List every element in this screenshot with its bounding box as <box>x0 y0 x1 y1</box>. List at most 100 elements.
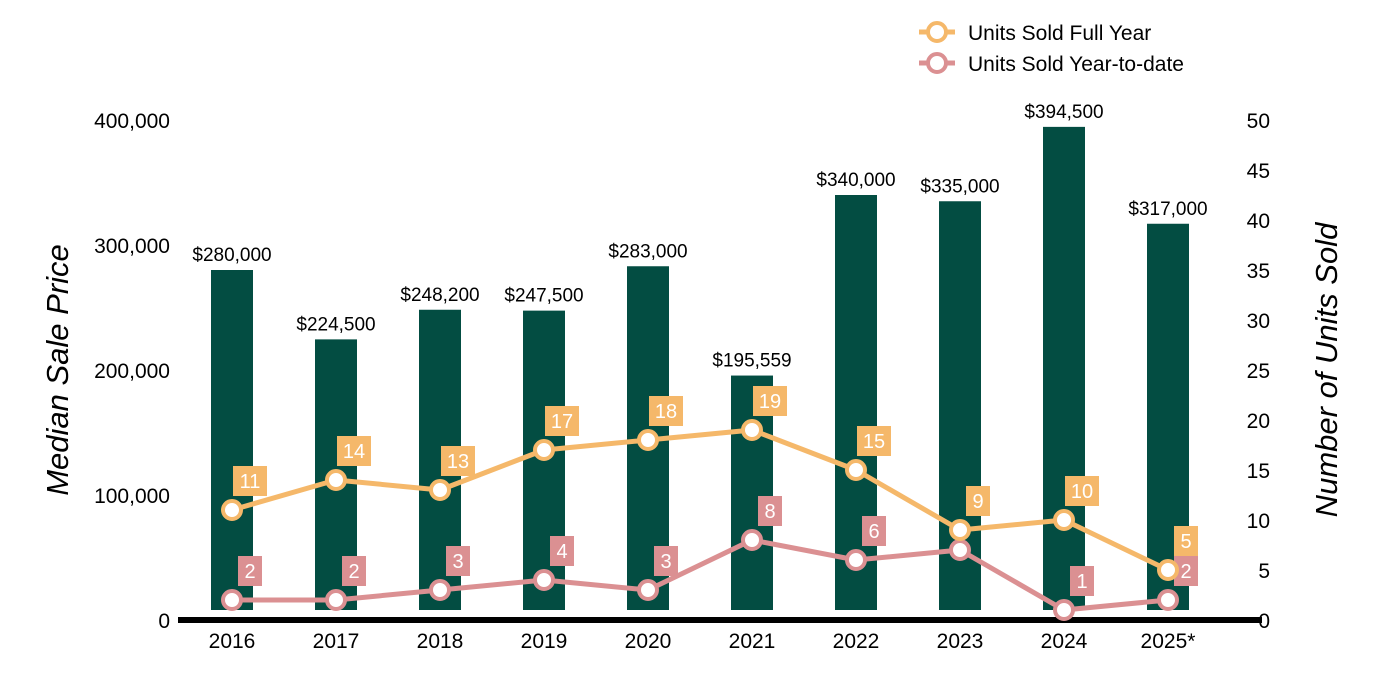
units-ytd-point <box>845 549 867 571</box>
units-ytd-value-label: 6 <box>868 521 879 543</box>
units-full-year-value-label: 13 <box>447 451 469 473</box>
units-ytd-label-box <box>446 546 470 576</box>
units-full-year-point <box>949 519 971 541</box>
x-axis-tick-label: 2023 <box>937 630 984 653</box>
bar-value-label: $317,000 <box>1128 199 1207 220</box>
units-ytd-value-label: 3 <box>660 551 671 573</box>
x-axis-tick-label: 2021 <box>729 630 776 653</box>
left-axis-tick-label: 100,000 <box>94 485 170 508</box>
bar <box>211 270 253 610</box>
units-full-year-value-label: 11 <box>240 471 261 493</box>
units-ytd-point <box>221 589 243 611</box>
units-full-year-value-label: 5 <box>1180 531 1191 553</box>
units-full-year-label-box <box>1174 526 1198 556</box>
bar-value-label: $247,500 <box>504 286 583 307</box>
right-axis-tick-label: 35 <box>1247 260 1270 283</box>
bar-value-label: $280,000 <box>192 245 271 266</box>
units-ytd-value-label: 2 <box>1180 561 1191 583</box>
units-full-year-label-box <box>441 446 475 476</box>
units-full-year-point <box>845 459 867 481</box>
left-axis-tick-label: 200,000 <box>94 360 170 383</box>
units-ytd-label-box <box>238 556 262 586</box>
units-ytd-label-box <box>758 496 782 526</box>
units-ytd-value-label: 1 <box>1076 571 1087 593</box>
left-axis-tick-label: 0 <box>158 610 170 633</box>
bar-value-label: $394,500 <box>1024 102 1103 123</box>
right-axis-tick-label: 25 <box>1247 360 1270 383</box>
units-full-year-point <box>325 469 347 491</box>
units-full-year-value-label: 19 <box>759 391 781 413</box>
units-full-year-point <box>741 419 763 441</box>
units-full-year-point <box>1157 559 1179 581</box>
x-axis-tick-label: 2016 <box>209 630 256 653</box>
units-ytd-value-label: 2 <box>348 561 359 583</box>
units-ytd-point <box>741 529 763 551</box>
units-full-year-label-box <box>337 436 371 466</box>
units-ytd-point <box>533 569 555 591</box>
units-ytd-value-label: 4 <box>556 541 567 563</box>
left-axis-title: Median Sale Price <box>40 244 75 496</box>
units-ytd-label-box <box>1070 566 1094 596</box>
units-ytd-value-label: 3 <box>452 551 463 573</box>
legend-marker <box>926 52 948 74</box>
x-axis-tick-label: 2018 <box>417 630 464 653</box>
bar-value-label: $224,500 <box>296 314 375 335</box>
units-full-year-label-box <box>545 406 579 436</box>
right-axis-tick-label: 30 <box>1247 310 1270 333</box>
legend-label: Units Sold Full Year <box>968 22 1151 45</box>
left-axis-tick-label: 400,000 <box>94 110 170 133</box>
units-full-year-value-label: 18 <box>655 401 677 423</box>
right-axis-tick-label: 20 <box>1247 410 1270 433</box>
units-ytd-point <box>1157 589 1179 611</box>
units-full-year-value-label: 17 <box>551 411 573 433</box>
units-full-year-point <box>533 439 555 461</box>
right-axis-title: Number of Units Sold <box>1309 221 1344 517</box>
units-ytd-label-box <box>654 546 678 576</box>
bar <box>835 195 877 610</box>
units-full-year-label-box <box>966 486 990 516</box>
right-axis-tick-label: 15 <box>1247 460 1270 483</box>
right-axis-tick-label: 40 <box>1247 210 1270 233</box>
units-ytd-value-label: 2 <box>244 561 255 583</box>
bar <box>1043 126 1085 610</box>
units-full-year-point <box>1053 509 1075 531</box>
units-full-year-value-label: 15 <box>863 431 885 453</box>
units-ytd-point <box>325 589 347 611</box>
bar-value-label: $195,559 <box>712 351 791 372</box>
bar-value-label: $340,000 <box>816 170 895 191</box>
units-ytd-point <box>429 579 451 601</box>
units-full-year-point <box>637 429 659 451</box>
units-full-year-label-box <box>1065 476 1099 506</box>
units-ytd-line <box>229 537 1171 613</box>
units-full-year-line <box>229 427 1171 573</box>
units-ytd-point <box>637 579 659 601</box>
right-axis-tick-label: 50 <box>1247 110 1270 133</box>
bar-value-label: $335,000 <box>920 176 999 197</box>
units-ytd-label-box <box>342 556 366 586</box>
units-ytd-value-label: 8 <box>764 501 775 523</box>
legend-marker <box>926 21 948 43</box>
units-ytd-label-box <box>862 516 886 546</box>
units-ytd-label-box <box>550 536 574 566</box>
x-axis-tick-label: 2019 <box>521 630 568 653</box>
x-axis-tick-label: 2022 <box>833 630 880 653</box>
units-ytd-point <box>1053 599 1075 621</box>
units-full-year-value-label: 10 <box>1071 481 1093 503</box>
units-full-year-label-box <box>233 466 267 496</box>
units-full-year-label-box <box>649 396 683 426</box>
units-ytd-point <box>949 539 971 561</box>
bar-value-label: $283,000 <box>608 241 687 262</box>
units-full-year-label-box <box>753 386 787 416</box>
x-axis-tick-label: 2024 <box>1041 630 1088 653</box>
x-axis-tick-label: 2017 <box>313 630 360 653</box>
legend-label: Units Sold Year-to-date <box>968 53 1184 76</box>
right-axis-tick-label: 10 <box>1247 510 1270 533</box>
left-axis-tick-label: 300,000 <box>94 235 170 258</box>
bar-value-label: $248,200 <box>400 285 479 306</box>
units-full-year-value-label: 14 <box>343 441 365 463</box>
units-full-year-point <box>429 479 451 501</box>
right-axis-tick-label: 0 <box>1258 610 1270 633</box>
right-axis-tick-label: 5 <box>1258 560 1270 583</box>
